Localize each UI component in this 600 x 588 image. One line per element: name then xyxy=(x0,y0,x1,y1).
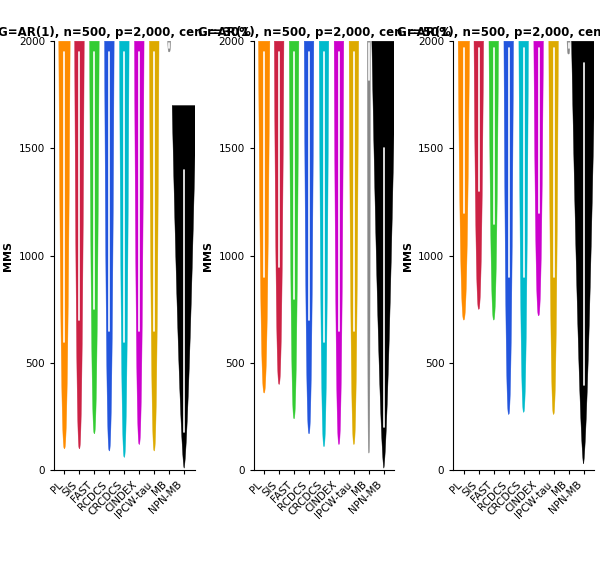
Polygon shape xyxy=(489,41,499,320)
Polygon shape xyxy=(134,41,144,445)
Polygon shape xyxy=(549,41,559,415)
Polygon shape xyxy=(367,41,370,453)
Polygon shape xyxy=(289,41,299,419)
Y-axis label: MMS: MMS xyxy=(403,240,413,271)
Polygon shape xyxy=(59,41,70,449)
Polygon shape xyxy=(172,106,196,468)
Polygon shape xyxy=(304,41,314,434)
Polygon shape xyxy=(167,41,170,52)
Polygon shape xyxy=(104,41,114,451)
Y-axis label: MMS: MMS xyxy=(3,240,13,271)
Title: G=AR(1), n=500, p=2,000, cen.r=50%: G=AR(1), n=500, p=2,000, cen.r=50% xyxy=(197,26,451,39)
Polygon shape xyxy=(372,41,396,468)
Polygon shape xyxy=(274,41,284,385)
Polygon shape xyxy=(334,41,344,445)
Polygon shape xyxy=(519,41,529,412)
Polygon shape xyxy=(119,41,129,457)
Polygon shape xyxy=(349,41,359,445)
Polygon shape xyxy=(259,41,270,393)
Title: G=AR(1), n=500, p=2,000, cen.r=70%: G=AR(1), n=500, p=2,000, cen.r=70% xyxy=(397,26,600,39)
Y-axis label: MMS: MMS xyxy=(203,240,213,271)
Polygon shape xyxy=(74,41,84,449)
Title: G=AR(1), n=500, p=2,000, cen.r=30%: G=AR(1), n=500, p=2,000, cen.r=30% xyxy=(0,26,251,39)
Polygon shape xyxy=(567,41,570,54)
Polygon shape xyxy=(474,41,484,309)
Polygon shape xyxy=(572,41,595,464)
Polygon shape xyxy=(504,41,514,415)
Polygon shape xyxy=(458,41,470,320)
Polygon shape xyxy=(534,41,544,316)
Polygon shape xyxy=(319,41,329,447)
Polygon shape xyxy=(89,41,99,434)
Polygon shape xyxy=(149,41,159,451)
